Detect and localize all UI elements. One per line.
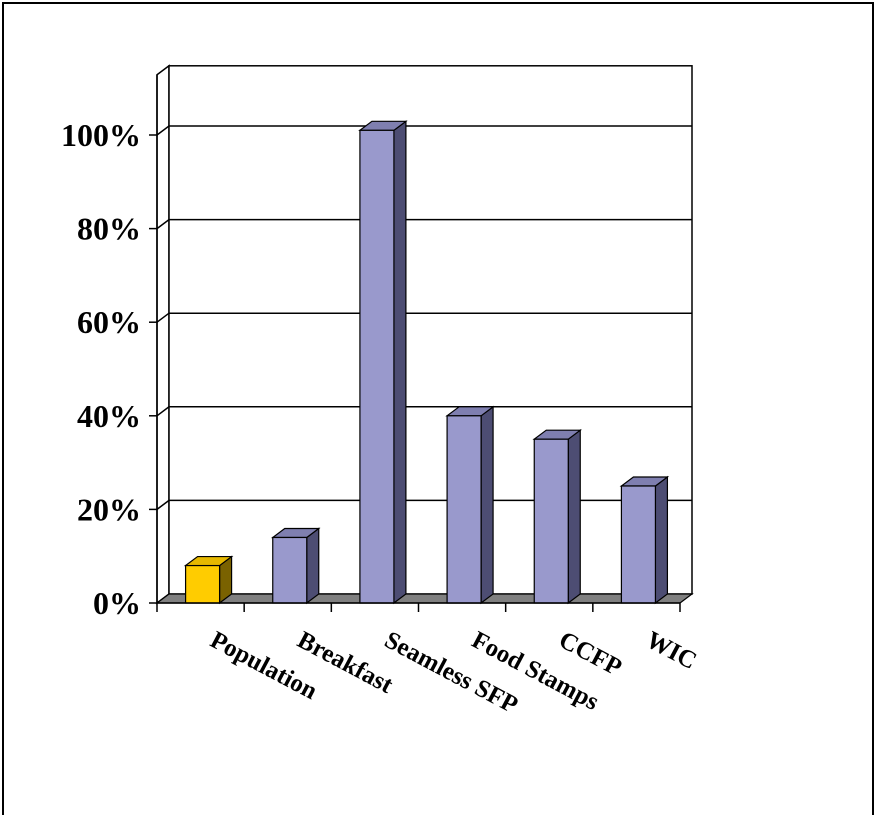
bar bbox=[445, 405, 495, 605]
chart-floor bbox=[155, 593, 694, 604]
bar bbox=[270, 527, 321, 605]
bar bbox=[183, 555, 234, 605]
y-tick-label: 80% bbox=[77, 211, 141, 247]
bar bbox=[532, 429, 583, 605]
y-tick-label: 100% bbox=[61, 117, 141, 153]
y-tick-label: 20% bbox=[77, 491, 141, 527]
floor-plane bbox=[155, 593, 694, 604]
gridlines bbox=[156, 125, 692, 510]
bar-front bbox=[184, 564, 221, 604]
chart-walls bbox=[156, 64, 693, 605]
gridline bbox=[156, 499, 692, 510]
bar-front bbox=[359, 129, 395, 604]
bar bbox=[358, 120, 408, 605]
y-tick-label: 60% bbox=[77, 304, 141, 340]
axes bbox=[149, 74, 681, 612]
bar-front bbox=[620, 485, 657, 604]
bar-front bbox=[446, 415, 482, 604]
y-tick-labels: 0% 20% 40% 60% 80% 100% bbox=[61, 117, 141, 621]
y-tick-label: 40% bbox=[77, 398, 141, 434]
back-wall bbox=[168, 65, 693, 595]
gridline bbox=[156, 218, 692, 230]
bar-side bbox=[393, 120, 407, 605]
side-wall bbox=[156, 64, 170, 605]
x-tick-label: WIC bbox=[642, 626, 701, 675]
gridline bbox=[156, 312, 692, 323]
bar-front bbox=[533, 438, 569, 604]
y-tick-label: 0% bbox=[93, 585, 141, 621]
bar bbox=[619, 475, 670, 605]
bar-front bbox=[272, 536, 308, 604]
bar-side bbox=[654, 475, 669, 605]
bar-side bbox=[567, 429, 581, 605]
bar-side bbox=[480, 405, 494, 605]
gridline bbox=[156, 406, 692, 417]
bar-side bbox=[306, 527, 320, 605]
gridline bbox=[156, 125, 692, 136]
